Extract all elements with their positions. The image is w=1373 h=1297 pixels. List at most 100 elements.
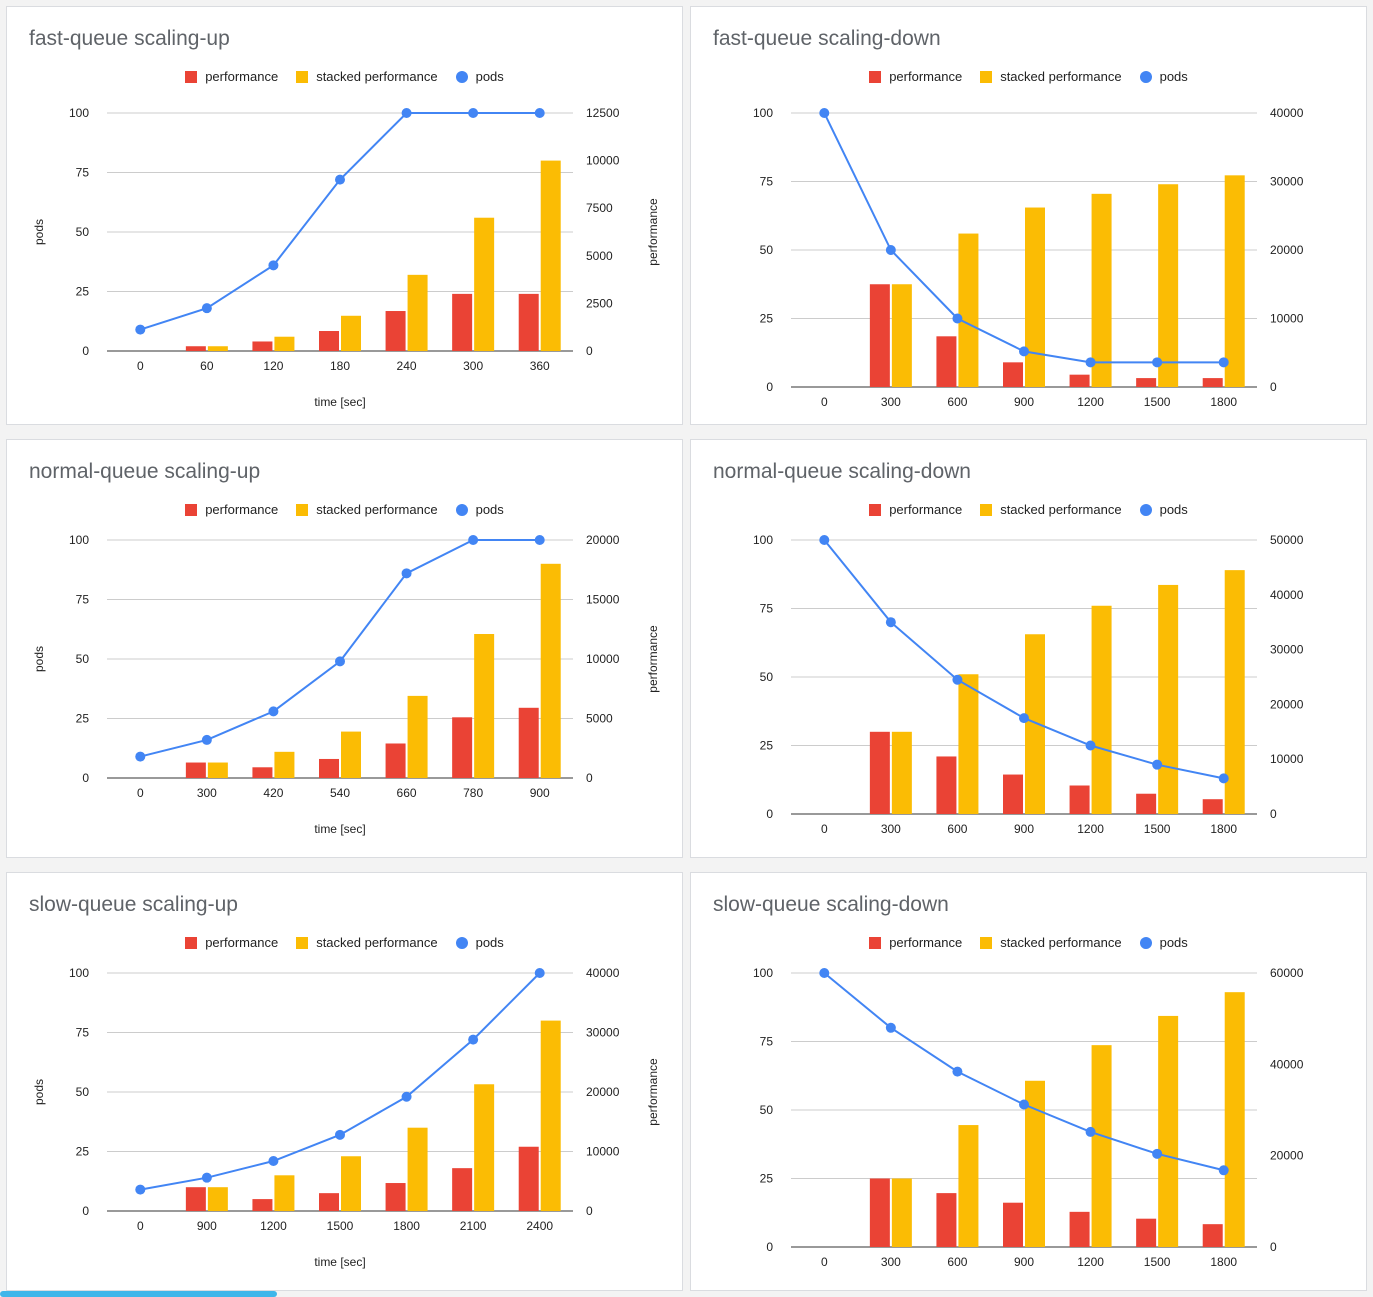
- left-tick-label: 0: [766, 1240, 773, 1254]
- point-pods: [1218, 357, 1229, 368]
- left-tick-label: 25: [760, 1172, 774, 1186]
- right-tick-label: 40000: [1270, 1057, 1304, 1071]
- legend-swatch: [455, 70, 468, 83]
- bar-performance: [452, 293, 473, 351]
- right-tick-label: 30000: [1270, 175, 1304, 189]
- point-pods: [268, 706, 279, 717]
- left-tick-label: 100: [69, 533, 89, 547]
- bar-stacked-performance: [540, 160, 561, 351]
- left-tick-label: 100: [753, 533, 773, 547]
- legend-item-performance[interactable]: performance: [869, 502, 962, 517]
- bar-performance: [869, 1178, 890, 1247]
- legend-item-pods[interactable]: pods: [455, 69, 504, 84]
- x-tick-label: 300: [197, 786, 217, 800]
- bar-performance: [1136, 793, 1157, 814]
- left-tick-label: 50: [760, 1103, 774, 1117]
- legend-label: performance: [889, 502, 963, 517]
- right-tick-label: 30000: [586, 1026, 620, 1040]
- x-tick-label: 1800: [1210, 395, 1237, 409]
- chart-legend: performance stacked performance pods: [7, 69, 682, 84]
- legend-swatch: [980, 936, 993, 949]
- x-tick-label: 1200: [1077, 822, 1104, 836]
- chart-plot: 0 25 50 75 100 0 5000 10000 15000 20000 0 300 420 540…: [32, 533, 660, 836]
- bar-performance: [385, 1183, 406, 1211]
- legend-item-pods[interactable]: pods: [1139, 69, 1188, 84]
- x-tick-label: 1500: [1144, 395, 1171, 409]
- right-tick-label: 15000: [586, 593, 620, 607]
- x-tick-label: 2400: [526, 1219, 553, 1233]
- legend-label: performance: [205, 69, 279, 84]
- legend-item-stacked[interactable]: stacked performance: [296, 935, 438, 950]
- legend-item-pods[interactable]: pods: [455, 935, 504, 950]
- chart-title: fast-queue scaling-down: [713, 27, 941, 50]
- point-pods: [952, 674, 963, 685]
- legend-item-performance[interactable]: performance: [869, 935, 962, 950]
- bar-stacked-performance: [958, 233, 979, 387]
- x-tick-label: 1800: [393, 1219, 420, 1233]
- legend-item-stacked[interactable]: stacked performance: [296, 502, 438, 517]
- x-tick-label: 900: [530, 786, 550, 800]
- x-tick-label: 1200: [1077, 395, 1104, 409]
- bar-performance: [1136, 378, 1157, 387]
- point-pods: [468, 535, 479, 545]
- point-pods: [1085, 1126, 1096, 1137]
- bar-stacked-performance: [474, 634, 495, 778]
- left-tick-label: 75: [76, 593, 90, 607]
- x-tick-label: 300: [881, 1255, 901, 1269]
- legend-item-pods[interactable]: pods: [455, 502, 504, 517]
- right-tick-label: 0: [1270, 1240, 1277, 1254]
- legend-item-performance[interactable]: performance: [185, 935, 278, 950]
- bar-performance: [1069, 785, 1090, 814]
- chart-panel: fast-queue scaling-down performance stacke…: [690, 6, 1367, 425]
- chart-title: slow-queue scaling-up: [29, 893, 238, 916]
- bar-performance: [319, 1193, 339, 1211]
- left-tick-label: 100: [753, 966, 773, 980]
- left-tick-label: 25: [760, 312, 774, 326]
- legend-item-stacked[interactable]: stacked performance: [296, 69, 438, 84]
- bar-performance: [869, 731, 890, 814]
- bar-stacked-performance: [207, 762, 228, 778]
- bar-performance: [452, 717, 473, 778]
- bar-performance: [385, 311, 406, 351]
- right-tick-label: 5000: [586, 712, 613, 726]
- chart-plot: 0 25 50 75 100 0 10000 20000 30000 40000 0 300 600 90…: [753, 106, 1304, 409]
- legend-item-stacked[interactable]: stacked performance: [980, 935, 1122, 950]
- bar-stacked-performance: [407, 274, 428, 351]
- bar-stacked-performance: [341, 731, 361, 778]
- point-pods: [1019, 346, 1029, 357]
- point-pods: [952, 313, 963, 324]
- legend-swatch: [1139, 503, 1152, 516]
- legend-item-performance[interactable]: performance: [185, 69, 278, 84]
- point-pods: [335, 1129, 345, 1140]
- chart-plot: 0 25 50 75 100 0 2500 5000 7500 10000 12500 0 60 120 1…: [32, 106, 660, 409]
- x-tick-label: 600: [947, 1255, 967, 1269]
- right-tick-label: 20000: [1270, 697, 1304, 711]
- x-axis-label: time [sec]: [314, 822, 365, 836]
- chart-plot: 0 25 50 75 100 0 10000 20000 30000 40000 50000 0 300…: [753, 533, 1304, 836]
- legend-item-pods[interactable]: pods: [1139, 935, 1188, 950]
- left-tick-label: 25: [76, 712, 90, 726]
- legend-swatch: [185, 503, 198, 516]
- legend-item-performance[interactable]: performance: [185, 502, 278, 517]
- chart-title: normal-queue scaling-down: [713, 460, 971, 483]
- legend-item-stacked[interactable]: stacked performance: [980, 69, 1122, 84]
- y-axis-label-right: performance: [646, 625, 660, 693]
- left-tick-label: 50: [760, 670, 774, 684]
- legend-item-stacked[interactable]: stacked performance: [980, 502, 1122, 517]
- chart-plot: 0 25 50 75 100 0 20000 40000 60000 0 300 600 900 1200…: [753, 966, 1304, 1269]
- left-tick-label: 100: [69, 106, 89, 120]
- right-tick-label: 30000: [1270, 643, 1304, 657]
- bar-stacked-performance: [891, 284, 912, 387]
- left-tick-label: 75: [76, 1026, 90, 1040]
- legend-label: pods: [1159, 935, 1188, 950]
- scroll-progress-bar[interactable]: [0, 1291, 277, 1297]
- legend-item-pods[interactable]: pods: [1139, 502, 1188, 517]
- point-pods: [534, 108, 545, 118]
- point-pods: [335, 174, 345, 185]
- bar-performance: [1003, 1202, 1023, 1247]
- legend-swatch: [455, 936, 468, 949]
- bar-stacked-performance: [1025, 1080, 1045, 1247]
- left-tick-label: 0: [82, 1204, 89, 1218]
- y-axis-label-left: pods: [32, 219, 46, 245]
- legend-item-performance[interactable]: performance: [869, 69, 962, 84]
